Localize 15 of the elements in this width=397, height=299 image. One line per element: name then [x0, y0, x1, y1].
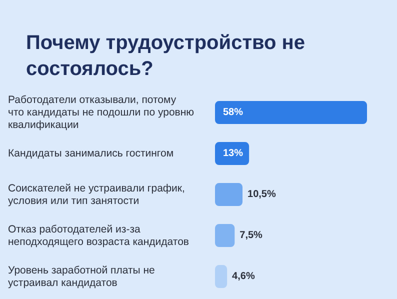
y-tick-label: Отказ работодателей из-за неподходящего возраста кандидатов: [8, 223, 190, 248]
y-tick-label: Работодатели отказывали, потому что кандидаты не подошли по уровню квалификации: [8, 94, 194, 131]
data-label: 4,6%: [232, 271, 255, 282]
y-tick-label: Кандидаты занимались гостингом: [8, 148, 174, 160]
chart-title: Почему трудоустройство не состоялось?: [26, 31, 306, 82]
data-label: 7,5%: [240, 230, 263, 242]
y-tick-label: Соискателей не устраивали график, условия или тип занятости: [8, 182, 185, 207]
bar: [215, 183, 243, 206]
data-label: 58%: [223, 107, 244, 118]
bar: [215, 101, 367, 124]
bar: [215, 224, 235, 248]
data-label: 10,5%: [248, 189, 276, 200]
y-tick-label: Уровень заработной платы не устраивал кандидатов: [8, 264, 156, 289]
bar: [215, 265, 228, 288]
data-label: 13%: [223, 148, 244, 160]
